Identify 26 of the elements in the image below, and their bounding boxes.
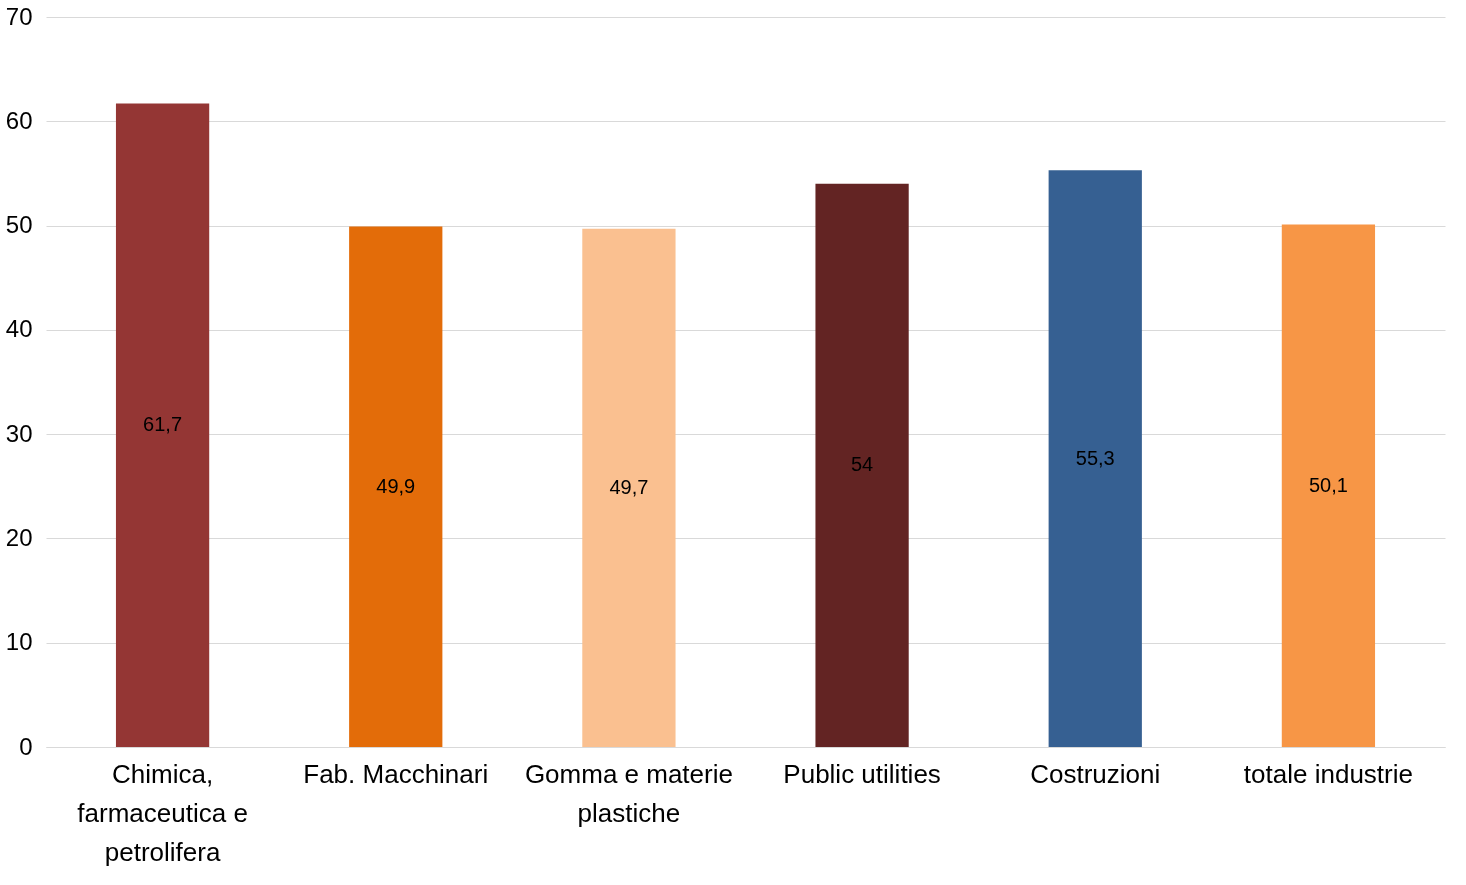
data-label: 55,3 bbox=[1075, 446, 1115, 469]
x-tick-label: Gomma e materie plastiche bbox=[524, 758, 733, 828]
x-tick-label: Chimica, farmaceutica e petrolifera bbox=[77, 758, 248, 867]
bar bbox=[1281, 224, 1376, 747]
x-tick-label: Public utilities bbox=[783, 758, 941, 789]
y-tick-label: 20 bbox=[5, 523, 33, 551]
y-tick-label: 50 bbox=[5, 211, 33, 239]
y-tick-label: 70 bbox=[5, 2, 33, 30]
y-tick-label: 10 bbox=[5, 628, 33, 656]
data-label: 50,1 bbox=[1308, 473, 1348, 496]
data-label: 54 bbox=[850, 453, 874, 476]
bar bbox=[1048, 170, 1142, 747]
bar bbox=[115, 103, 210, 747]
bar bbox=[582, 228, 676, 747]
y-tick-label: 30 bbox=[5, 419, 33, 447]
bar bbox=[349, 226, 443, 747]
bar bbox=[815, 183, 909, 747]
y-tick-label: 0 bbox=[19, 732, 33, 760]
x-tick-label: Costruzioni bbox=[1030, 758, 1161, 789]
y-tick-label: 60 bbox=[5, 106, 33, 134]
data-label: 49,9 bbox=[376, 474, 416, 497]
x-tick-label: Fab. Macchinari bbox=[303, 758, 489, 789]
y-tick-label: 40 bbox=[5, 315, 33, 343]
x-tick-label: totale industrie bbox=[1243, 758, 1413, 789]
data-label: 61,7 bbox=[143, 413, 183, 436]
data-label: 49,7 bbox=[609, 475, 649, 498]
